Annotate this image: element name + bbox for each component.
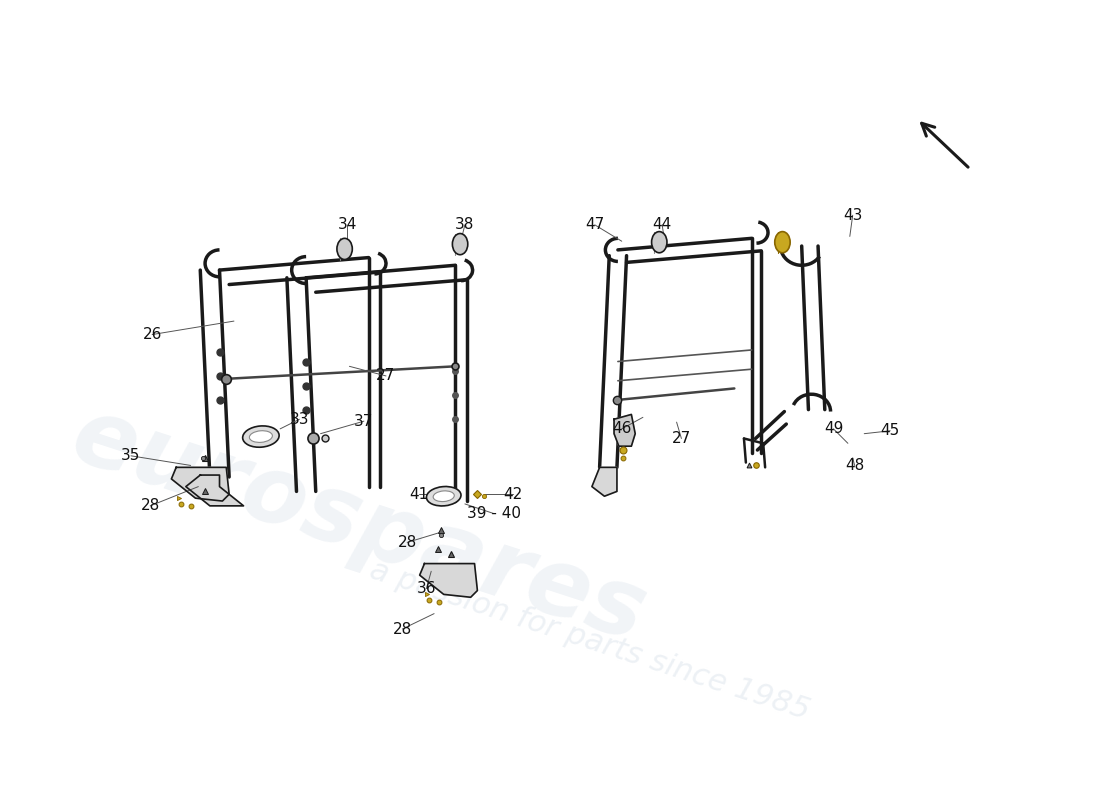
Text: 43: 43 xyxy=(843,208,862,222)
Polygon shape xyxy=(420,563,477,598)
Text: 27: 27 xyxy=(672,431,691,446)
Polygon shape xyxy=(172,467,229,501)
Text: 49: 49 xyxy=(824,422,843,436)
Text: 28: 28 xyxy=(397,535,417,550)
Ellipse shape xyxy=(427,486,461,506)
Text: eurospares: eurospares xyxy=(60,389,658,661)
Text: 47: 47 xyxy=(585,218,604,232)
Text: 27: 27 xyxy=(376,369,396,383)
Text: 41: 41 xyxy=(409,487,428,502)
Ellipse shape xyxy=(651,232,667,253)
Polygon shape xyxy=(186,475,243,506)
Text: a passion for parts since 1985: a passion for parts since 1985 xyxy=(366,555,814,726)
Text: 35: 35 xyxy=(121,448,141,463)
Ellipse shape xyxy=(337,238,352,259)
Text: 45: 45 xyxy=(881,423,900,438)
Ellipse shape xyxy=(774,232,790,253)
Ellipse shape xyxy=(433,491,454,502)
Text: 37: 37 xyxy=(354,414,374,429)
Text: 46: 46 xyxy=(612,422,631,436)
Text: 33: 33 xyxy=(289,412,309,426)
Text: 48: 48 xyxy=(845,458,865,473)
Text: 39 - 40: 39 - 40 xyxy=(466,506,520,521)
Polygon shape xyxy=(592,467,617,496)
Ellipse shape xyxy=(243,426,279,447)
Text: 28: 28 xyxy=(393,622,412,637)
Text: 36: 36 xyxy=(417,581,437,596)
Text: 28: 28 xyxy=(141,498,160,514)
Text: 44: 44 xyxy=(652,218,672,232)
Ellipse shape xyxy=(250,430,273,442)
Text: 42: 42 xyxy=(504,487,522,502)
Text: 38: 38 xyxy=(455,218,474,232)
Text: 26: 26 xyxy=(143,327,162,342)
Text: 34: 34 xyxy=(338,218,358,232)
Ellipse shape xyxy=(452,234,468,254)
Polygon shape xyxy=(614,414,635,446)
